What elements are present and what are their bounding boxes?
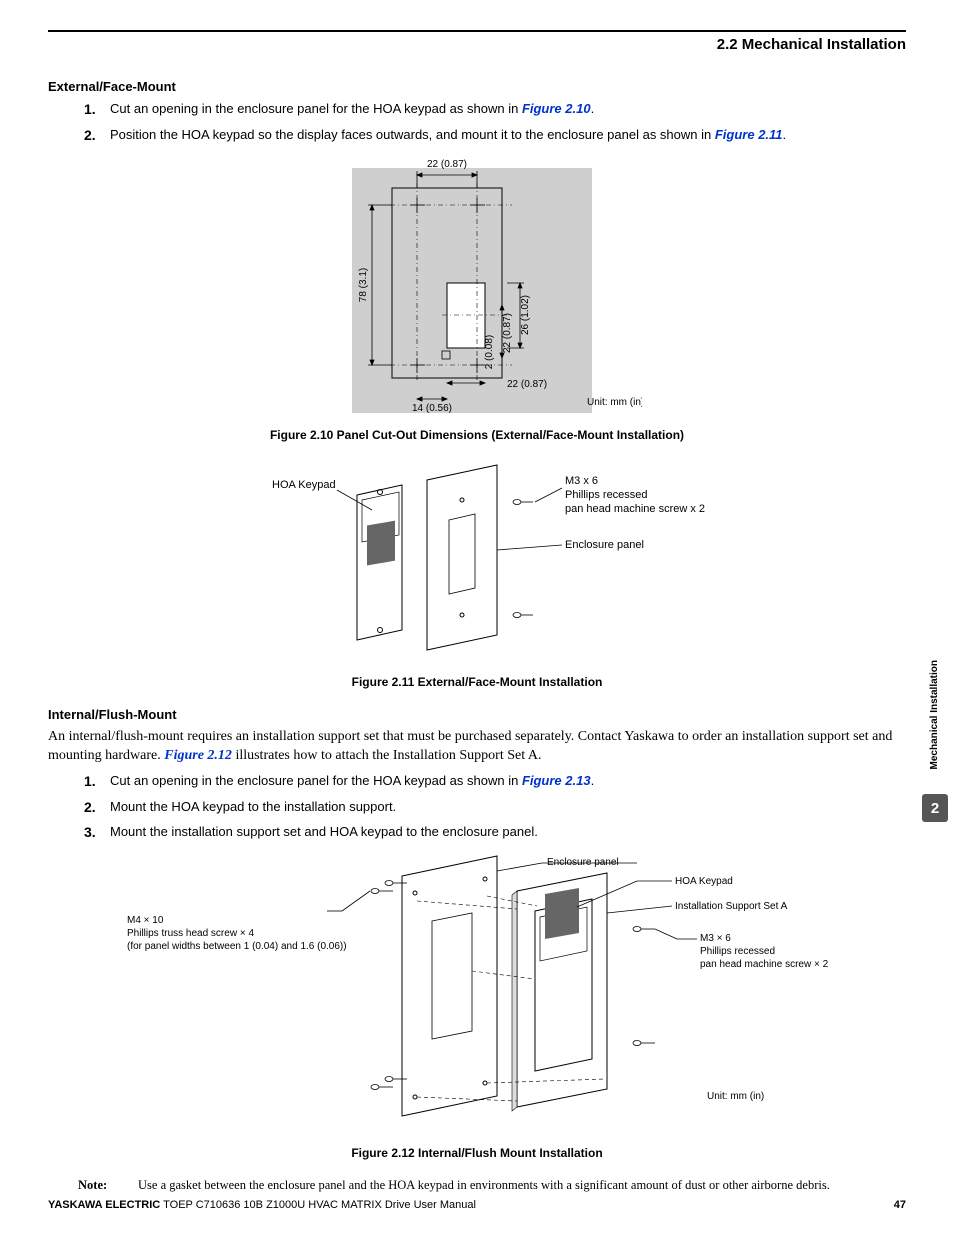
- step-number: 2.: [84, 798, 102, 818]
- svg-text:HOA Keypad: HOA Keypad: [272, 479, 336, 491]
- cutout-diagram: 22 (0.87) 78 (3.1) 26 (1.02) 22 (0.87) 2…: [312, 153, 642, 413]
- link-fig211[interactable]: Figure 2.11: [715, 127, 783, 142]
- step-text: Cut an opening in the enclosure panel fo…: [110, 772, 906, 792]
- link-fig213[interactable]: Figure 2.13: [522, 773, 591, 788]
- svg-text:14 (0.56): 14 (0.56): [412, 403, 452, 413]
- svg-text:Enclosure panel: Enclosure panel: [547, 857, 619, 868]
- caption-fig210: Figure 2.10 Panel Cut-Out Dimensions (Ex…: [48, 428, 906, 442]
- caption-fig211: Figure 2.11 External/Face-Mount Installa…: [48, 675, 906, 689]
- footer-brand: YASKAWA ELECTRIC: [48, 1199, 160, 1211]
- step-list-1: 1. Cut an opening in the enclosure panel…: [48, 100, 906, 145]
- text: illustrates how to attach the Installati…: [232, 748, 542, 763]
- subheading-external: External/Face-Mount: [48, 79, 906, 94]
- flush-mount-diagram: Enclosure panel HOA Keypad Installation …: [97, 851, 857, 1131]
- svg-text:pan head machine screw × 2: pan head machine screw × 2: [700, 959, 829, 970]
- step-number: 2.: [84, 126, 102, 146]
- step-number: 1.: [84, 100, 102, 120]
- text: Cut an opening in the enclosure panel fo…: [110, 101, 522, 116]
- svg-text:Unit: mm (in): Unit: mm (in): [707, 1091, 764, 1102]
- step-text: Cut an opening in the enclosure panel fo…: [110, 100, 906, 120]
- caption-fig212: Figure 2.12 Internal/Flush Mount Install…: [48, 1146, 906, 1160]
- svg-text:22 (0.87): 22 (0.87): [427, 159, 467, 170]
- figure-2-10: 22 (0.87) 78 (3.1) 26 (1.02) 22 (0.87) 2…: [48, 153, 906, 418]
- svg-text:M3 × 6: M3 × 6: [700, 933, 731, 944]
- text: .: [591, 101, 595, 116]
- step-text: Position the HOA keypad so the display f…: [110, 126, 906, 146]
- svg-text:HOA Keypad: HOA Keypad: [675, 876, 733, 887]
- svg-text:(for panel widths between 1 (0: (for panel widths between 1 (0.04) and 1…: [127, 941, 347, 952]
- svg-text:Phillips truss head screw × 4: Phillips truss head screw × 4: [127, 928, 254, 939]
- chapter-tab: 2: [922, 794, 948, 822]
- link-fig210[interactable]: Figure 2.10: [522, 101, 591, 116]
- svg-text:M4 × 10: M4 × 10: [127, 915, 164, 926]
- svg-text:2 (0.08): 2 (0.08): [484, 335, 495, 369]
- step-text: Mount the HOA keypad to the installation…: [110, 798, 906, 818]
- figure-2-11: HOA Keypad M3 x 6 Phillips recessed pan …: [48, 460, 906, 665]
- svg-text:26 (1.02): 26 (1.02): [520, 295, 531, 335]
- svg-text:M3 x 6: M3 x 6: [565, 475, 598, 487]
- note-text: Use a gasket between the enclosure panel…: [138, 1178, 876, 1193]
- step-text: Mount the installation support set and H…: [110, 823, 906, 843]
- svg-text:78 (3.1): 78 (3.1): [358, 268, 369, 302]
- header-rule: [48, 30, 906, 32]
- face-mount-diagram: HOA Keypad M3 x 6 Phillips recessed pan …: [217, 460, 737, 660]
- step-2-1: 1. Cut an opening in the enclosure panel…: [84, 772, 906, 792]
- svg-text:Installation Support Set A: Installation Support Set A: [675, 901, 788, 912]
- svg-text:22 (0.87): 22 (0.87): [507, 379, 547, 390]
- footer-left: YASKAWA ELECTRIC TOEP C710636 10B Z1000U…: [48, 1199, 476, 1211]
- svg-text:Unit: mm (in): Unit: mm (in): [587, 397, 642, 408]
- step-2-3: 3. Mount the installation support set an…: [84, 823, 906, 843]
- text: .: [783, 127, 787, 142]
- text: Position the HOA keypad so the display f…: [110, 127, 715, 142]
- text: .: [591, 773, 595, 788]
- step-number: 3.: [84, 823, 102, 843]
- text: Cut an opening in the enclosure panel fo…: [110, 773, 522, 788]
- subheading-internal: Internal/Flush-Mount: [48, 707, 906, 722]
- page-footer: YASKAWA ELECTRIC TOEP C710636 10B Z1000U…: [48, 1199, 906, 1211]
- svg-text:Enclosure panel: Enclosure panel: [565, 539, 644, 551]
- step-number: 1.: [84, 772, 102, 792]
- section-header: 2.2 Mechanical Installation: [48, 36, 906, 53]
- step-2-2: 2. Mount the HOA keypad to the installat…: [84, 798, 906, 818]
- footer-doc: TOEP C710636 10B Z1000U HVAC MATRIX Driv…: [160, 1199, 476, 1211]
- svg-text:pan head machine screw x 2: pan head machine screw x 2: [565, 503, 705, 515]
- intro-para: An internal/flush-mount requires an inst…: [48, 728, 906, 766]
- footer-page: 47: [894, 1199, 906, 1211]
- side-tab-label: Mechanical Installation: [929, 660, 940, 769]
- step-list-2: 1. Cut an opening in the enclosure panel…: [48, 772, 906, 843]
- svg-text:22 (0.87): 22 (0.87): [502, 313, 513, 353]
- note-label: Note:: [78, 1178, 138, 1193]
- step-1-2: 2. Position the HOA keypad so the displa…: [84, 126, 906, 146]
- svg-text:Phillips recessed: Phillips recessed: [565, 489, 648, 501]
- link-fig212[interactable]: Figure 2.12: [164, 748, 232, 763]
- step-1-1: 1. Cut an opening in the enclosure panel…: [84, 100, 906, 120]
- svg-text:Phillips recessed: Phillips recessed: [700, 946, 775, 957]
- figure-2-12: Enclosure panel HOA Keypad Installation …: [48, 851, 906, 1136]
- note-row: Note: Use a gasket between the enclosure…: [48, 1178, 906, 1193]
